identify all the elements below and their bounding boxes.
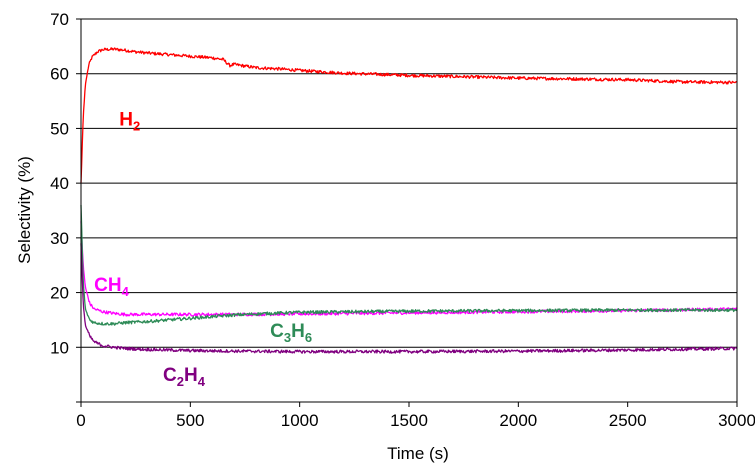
- series-label-c2h4: C2H4: [163, 365, 206, 389]
- x-tick-label-3000: 3000: [718, 411, 755, 430]
- series-line-c2h4: [80, 243, 737, 354]
- x-tick-label-1500: 1500: [390, 411, 428, 430]
- x-axis-title: Time (s): [387, 444, 449, 463]
- y-axis-title: Selectivity (%): [15, 156, 34, 264]
- series-label-ch4: CH4: [94, 275, 129, 299]
- x-tick-label-2000: 2000: [499, 411, 537, 430]
- axes: [76, 18, 738, 407]
- x-tick-label-1000: 1000: [281, 411, 319, 430]
- x-tick-label-500: 500: [176, 411, 204, 430]
- x-tick-label-2500: 2500: [609, 411, 647, 430]
- y-tick-label-50: 50: [50, 119, 69, 138]
- series-line-ch4: [80, 221, 738, 317]
- y-tick-label-60: 60: [50, 65, 69, 84]
- series-line-c3h6: [80, 204, 738, 326]
- series-label-c3h6: C3H6: [270, 321, 312, 345]
- series-label-h2: H2: [119, 110, 140, 134]
- series-labels: H2 CH4 C3H6 C2H4: [94, 110, 312, 390]
- y-tick-label-10: 10: [50, 338, 69, 357]
- tick-labels: 10 20 30 40 50 60 70 0 500 1000 1500 2000 2500 3000: [50, 10, 755, 430]
- y-tick-label-40: 40: [50, 174, 69, 193]
- series-lines: [80, 47, 738, 354]
- y-tick-label-20: 20: [50, 284, 69, 303]
- y-tick-label-70: 70: [50, 10, 69, 29]
- series-line-h2: [80, 47, 738, 184]
- x-tick-label-0: 0: [76, 411, 85, 430]
- grid-lines: [81, 18, 737, 348]
- y-tick-label-30: 30: [50, 229, 69, 248]
